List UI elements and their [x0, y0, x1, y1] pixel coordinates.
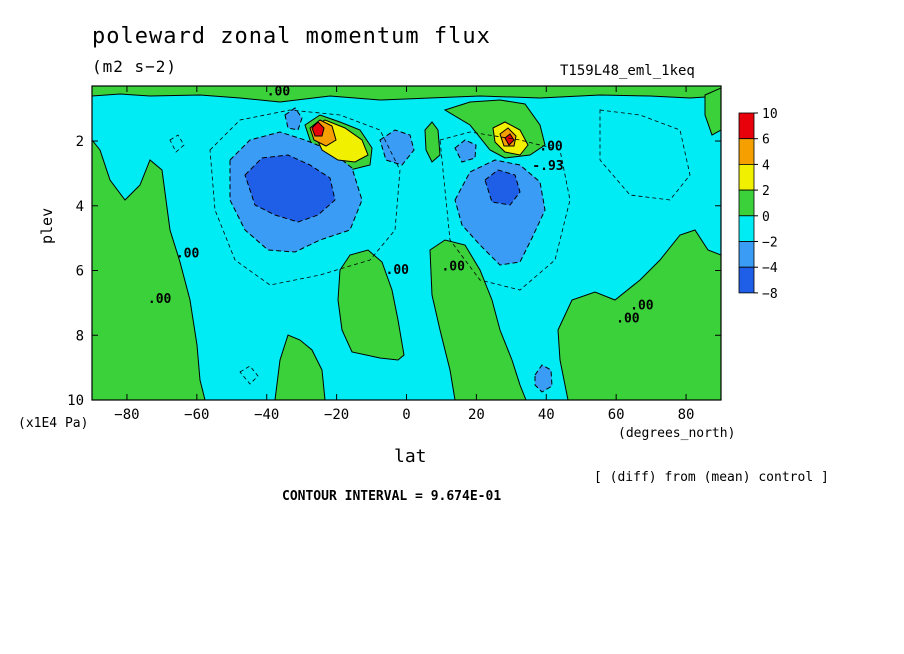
y-tick-label: 2 — [76, 134, 84, 150]
contour-label: .00 — [630, 298, 654, 313]
colorbar-swatch — [738, 112, 755, 140]
dark-blue-region-nh — [484, 169, 521, 206]
colorbar-label: 10 — [762, 107, 778, 122]
red-core-nh — [504, 133, 515, 146]
colorbar-label: −4 — [762, 261, 778, 276]
x-tick-label: 0 — [402, 407, 410, 423]
units-label: (m2 s−2) — [92, 57, 178, 76]
contour-label: .00 — [539, 140, 563, 155]
x-tick-label: 60 — [608, 407, 625, 423]
y-tick-label: 8 — [76, 328, 84, 344]
run-label: T159L48_eml_1keq — [560, 63, 695, 79]
x-tick-label: −40 — [254, 407, 279, 423]
x-tick-label: −20 — [324, 407, 349, 423]
colorbar-label: −2 — [762, 236, 778, 251]
dashed-contour-3 — [599, 109, 691, 201]
colorbar-label: 0 — [762, 210, 770, 225]
colorbar-swatch — [738, 189, 755, 217]
plot-fields — [92, 86, 721, 400]
y-multiplier-label: (x1E4 Pa) — [18, 416, 89, 431]
blue-region-surface — [534, 364, 553, 393]
colorbar: 10 6 4 2 0 −2 −4 −8 — [738, 107, 778, 302]
contour-label: .00 — [148, 292, 172, 307]
contour-labels: .00.00.00.00.00.00.00.00-.93 — [148, 85, 654, 327]
red-core-sh — [311, 121, 325, 137]
colorbar-swatch — [738, 215, 755, 242]
dashed-contour-1 — [209, 109, 401, 286]
y-tick-label: 10 — [67, 393, 84, 409]
colorbar-label: 4 — [762, 158, 770, 173]
x-tick-label: 20 — [468, 407, 485, 423]
colorbar-swatch — [738, 138, 755, 165]
colorbar-label: −8 — [762, 287, 778, 302]
dashed-contour-4 — [239, 365, 259, 385]
green-region-small-1 — [424, 121, 441, 163]
colorbar-label: 2 — [762, 184, 770, 199]
y-tick-label: 4 — [76, 199, 84, 215]
x-axis-label: lat — [394, 446, 427, 467]
x-tick-label: −80 — [114, 407, 139, 423]
colorbar-swatch — [738, 163, 755, 191]
green-region-small-2 — [704, 87, 721, 136]
blue-region-small-c — [284, 107, 303, 131]
chart-title: poleward zonal momentum flux — [92, 24, 491, 49]
blue-region-small-b — [454, 139, 477, 163]
green-region-nh-right — [557, 229, 721, 400]
dashed-contour-2 — [439, 131, 571, 291]
contour-label: -.93 — [532, 159, 563, 174]
green-region-sh-polar — [92, 139, 206, 400]
colorbar-swatch — [738, 241, 755, 268]
dark-blue-region-sh — [244, 154, 336, 223]
green-region-nh-lower — [429, 239, 527, 400]
y-tick-label: 6 — [76, 264, 84, 280]
contour-label: .00 — [441, 260, 465, 275]
contour-label: .00 — [386, 263, 410, 278]
diff-note: [ (diff) from (mean) control ] — [594, 470, 829, 485]
blue-region-small-a — [379, 129, 415, 166]
green-region-tropical-lower — [337, 249, 405, 361]
green-region-top-strip — [92, 86, 721, 103]
blue-region-nh — [454, 159, 546, 266]
contour-label: .00 — [267, 85, 291, 100]
contour-interval: CONTOUR INTERVAL = 9.674E-01 — [282, 489, 502, 504]
x-tick-label: −60 — [184, 407, 209, 423]
x-units-label: (degrees_north) — [618, 426, 736, 441]
x-tick-label: 80 — [678, 407, 695, 423]
green-region-sh-surface — [274, 334, 326, 400]
axis-ticks: −80 −60 −40 −20 0 20 40 60 80 2 4 6 8 10 — [67, 86, 721, 423]
dashed-contour-5 — [169, 134, 185, 153]
contour-label: .00 — [176, 247, 200, 262]
colorbar-label: 6 — [762, 133, 770, 148]
contour-label: .00 — [616, 311, 640, 326]
colorbar-swatch — [738, 266, 755, 294]
x-tick-label: 40 — [538, 407, 555, 423]
